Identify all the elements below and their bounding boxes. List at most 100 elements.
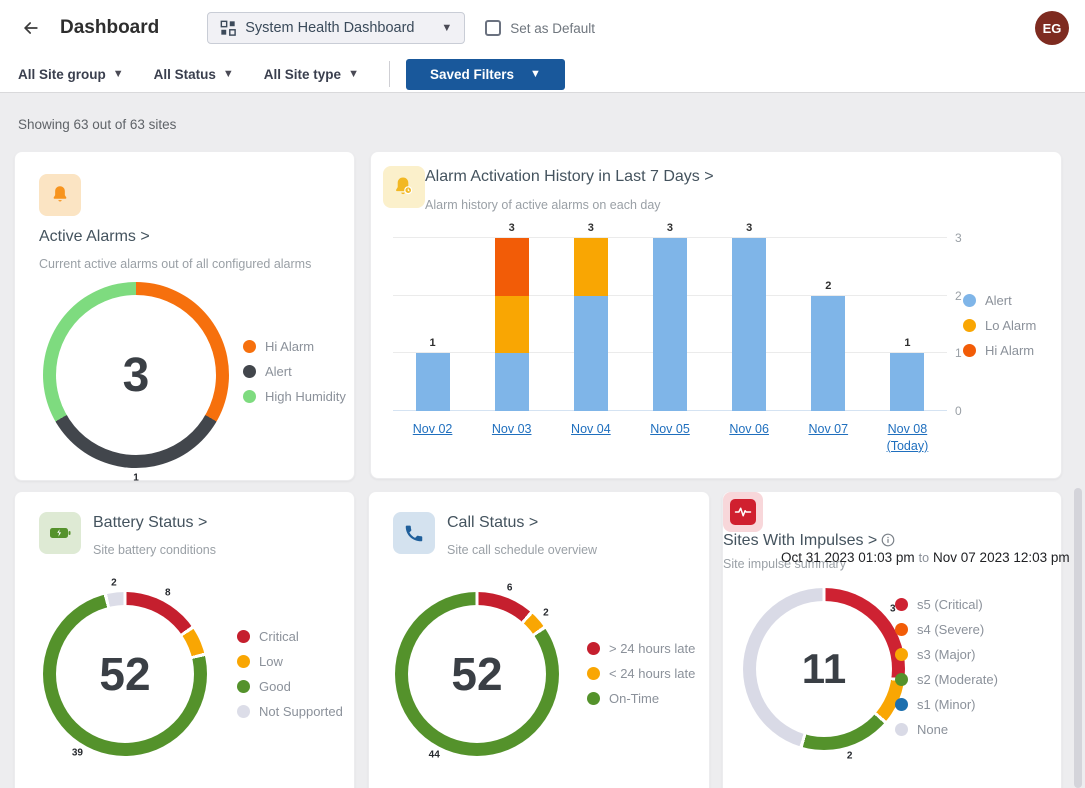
scrollbar-thumb[interactable] bbox=[1074, 488, 1082, 788]
x-axis-date-link[interactable]: Nov 08(Today) bbox=[868, 421, 947, 455]
legend-item[interactable]: Low bbox=[237, 655, 343, 668]
sites-with-impulses-donut-chart[interactable]: 11 32 bbox=[743, 588, 905, 750]
bar-stack[interactable] bbox=[416, 353, 450, 411]
bar-column: 3Nov 03 bbox=[472, 238, 551, 411]
alarm-history-card: Alarm Activation History in Last 7 Days … bbox=[370, 151, 1062, 479]
chevron-down-icon: ▼ bbox=[441, 22, 452, 34]
bar-segment-hi-alarm[interactable] bbox=[495, 238, 529, 296]
legend-item[interactable]: < 24 hours late bbox=[587, 667, 695, 680]
set-as-default-checkbox[interactable]: Set as Default bbox=[485, 20, 595, 36]
bar-segment-lo-alarm[interactable] bbox=[574, 238, 608, 296]
alarm-history-title[interactable]: Alarm Activation History in Last 7 Days … bbox=[425, 168, 714, 186]
legend-item[interactable]: Hi Alarm bbox=[243, 340, 346, 353]
legend-dot-icon bbox=[587, 642, 600, 655]
filter-site-type[interactable]: All Site type ▼ bbox=[264, 67, 359, 82]
legend-item[interactable]: Good bbox=[237, 680, 343, 693]
legend-item[interactable]: Hi Alarm bbox=[963, 344, 1036, 357]
legend-item[interactable]: On-Time bbox=[587, 692, 695, 705]
bar-value-label: 3 bbox=[472, 222, 551, 234]
active-alarms-title[interactable]: Active Alarms > bbox=[39, 228, 150, 246]
bar-segment-alert[interactable] bbox=[653, 238, 687, 411]
legend-item[interactable]: None bbox=[895, 723, 998, 736]
legend-label: High Humidity bbox=[265, 389, 346, 404]
bar-value-label: 1 bbox=[393, 337, 472, 349]
bar-stack[interactable] bbox=[890, 353, 924, 411]
bar-value-label: 3 bbox=[630, 222, 709, 234]
bar-stack[interactable] bbox=[732, 238, 766, 411]
battery-status-title[interactable]: Battery Status > bbox=[93, 514, 207, 532]
battery-status-card: Battery Status > Site battery conditions… bbox=[14, 491, 355, 788]
bar-columns: 1Nov 023Nov 033Nov 043Nov 053Nov 062Nov … bbox=[393, 238, 947, 411]
user-avatar[interactable]: EG bbox=[1035, 11, 1069, 45]
donut-segment-value: 2 bbox=[111, 577, 117, 588]
legend-item[interactable]: > 24 hours late bbox=[587, 642, 695, 655]
chevron-down-icon: ▼ bbox=[530, 68, 541, 80]
legend-item[interactable]: s3 (Major) bbox=[895, 648, 998, 661]
sites-with-impulses-legend: s5 (Critical) s4 (Severe) s3 (Major) s2 (Mo… bbox=[895, 598, 998, 748]
x-axis-date-link[interactable]: Nov 04 bbox=[551, 421, 630, 438]
bar-segment-alert[interactable] bbox=[574, 296, 608, 411]
impulse-date-range: Oct 31 2023 01:03 pmtoNov 07 2023 12:03 … bbox=[781, 550, 1070, 565]
filter-status[interactable]: All Status ▼ bbox=[154, 67, 234, 82]
active-alarms-legend: Hi Alarm Alert High Humidity bbox=[243, 340, 346, 415]
filter-site-group[interactable]: All Site group ▼ bbox=[18, 67, 124, 82]
filter-site-type-label: All Site type bbox=[264, 67, 341, 82]
legend-item[interactable]: Critical bbox=[237, 630, 343, 643]
legend-item[interactable]: Lo Alarm bbox=[963, 319, 1036, 332]
active-alarms-donut-chart[interactable]: 3 1 bbox=[43, 282, 229, 468]
call-status-title[interactable]: Call Status > bbox=[447, 514, 538, 532]
bar-stack[interactable] bbox=[653, 238, 687, 411]
back-arrow-icon[interactable] bbox=[16, 13, 46, 43]
bar-segment-lo-alarm[interactable] bbox=[495, 296, 529, 354]
donut-segment-value: 44 bbox=[429, 750, 440, 761]
bar-stack[interactable] bbox=[495, 238, 529, 411]
dashboard-selector[interactable]: System Health Dashboard ▼ bbox=[207, 12, 465, 44]
donut-segment-value: 8 bbox=[165, 587, 171, 598]
bar-segment-alert[interactable] bbox=[732, 238, 766, 411]
legend-dot-icon bbox=[895, 673, 908, 686]
bell-clock-icon bbox=[383, 166, 425, 208]
x-axis-date-link[interactable]: Nov 07 bbox=[789, 421, 868, 438]
saved-filters-button[interactable]: Saved Filters ▼ bbox=[406, 59, 565, 90]
legend-dot-icon bbox=[895, 648, 908, 661]
legend-dot-icon bbox=[237, 705, 250, 718]
x-axis-date-link[interactable]: Nov 02 bbox=[393, 421, 472, 438]
x-axis-date-link[interactable]: Nov 06 bbox=[710, 421, 789, 438]
x-axis-date-link[interactable]: Nov 05 bbox=[630, 421, 709, 438]
bar-stack[interactable] bbox=[574, 238, 608, 411]
legend-label: s3 (Major) bbox=[917, 647, 976, 662]
legend-item[interactable]: Not Supported bbox=[237, 705, 343, 718]
bar-segment-alert[interactable] bbox=[416, 353, 450, 411]
bar-stack[interactable] bbox=[811, 296, 845, 411]
legend-dot-icon bbox=[587, 667, 600, 680]
x-axis-date-link[interactable]: Nov 03 bbox=[472, 421, 551, 438]
phone-icon bbox=[393, 512, 435, 554]
call-status-donut-chart[interactable]: 52 6244 bbox=[395, 592, 559, 756]
legend-label: Hi Alarm bbox=[265, 339, 314, 354]
legend-label: > 24 hours late bbox=[609, 641, 695, 656]
bar-segment-alert[interactable] bbox=[495, 353, 529, 411]
legend-item[interactable]: s2 (Moderate) bbox=[895, 673, 998, 686]
legend-dot-icon bbox=[895, 698, 908, 711]
impulse-date-to: Nov 07 2023 12:03 pm bbox=[933, 550, 1070, 565]
dashboard-content: Showing 63 out of 63 sites Active Alarms… bbox=[0, 92, 1085, 788]
legend-dot-icon bbox=[895, 598, 908, 611]
bar-segment-alert[interactable] bbox=[890, 353, 924, 411]
sites-with-impulses-title[interactable]: Sites With Impulses > bbox=[723, 532, 1061, 552]
legend-item[interactable]: Alert bbox=[243, 365, 346, 378]
legend-item[interactable]: s4 (Severe) bbox=[895, 623, 998, 636]
battery-status-donut-chart[interactable]: 52 8392 bbox=[43, 592, 207, 756]
checkbox-icon[interactable] bbox=[485, 20, 501, 36]
legend-item[interactable]: High Humidity bbox=[243, 390, 346, 403]
legend-item[interactable]: s1 (Minor) bbox=[895, 698, 998, 711]
page-title: Dashboard bbox=[60, 17, 159, 39]
legend-label: s5 (Critical) bbox=[917, 597, 983, 612]
legend-item[interactable]: s5 (Critical) bbox=[895, 598, 998, 611]
y-axis-tick-label: 0 bbox=[955, 404, 962, 418]
legend-item[interactable]: Alert bbox=[963, 294, 1036, 307]
active-alarms-total: 3 bbox=[123, 348, 150, 403]
donut-hole: 3 bbox=[56, 295, 216, 455]
filter-site-group-label: All Site group bbox=[18, 67, 106, 82]
donut-segment-value: 6 bbox=[507, 582, 513, 593]
bar-segment-alert[interactable] bbox=[811, 296, 845, 411]
